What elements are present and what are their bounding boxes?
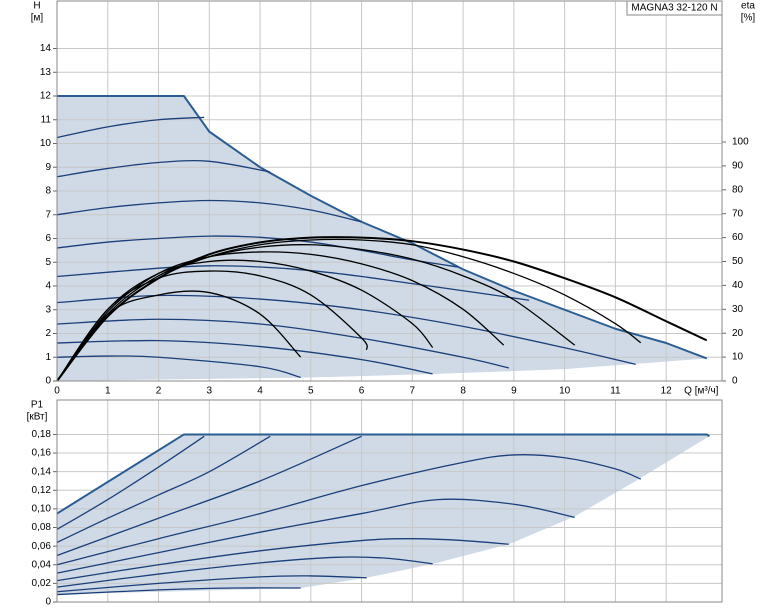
curve: [56, 435, 205, 530]
efficiency-curve: [56, 270, 368, 382]
curve: [56, 318, 509, 369]
x-tick-label: 5: [308, 386, 314, 397]
y-tick-label: 0,02: [32, 578, 52, 589]
y-tick-label: 0,18: [32, 429, 52, 440]
x-axis-label: Q [м³/ч]: [684, 386, 719, 397]
x-tick-label: 9: [511, 386, 517, 397]
y-tick-label: 14: [40, 43, 52, 54]
envelope-area: [57, 434, 710, 595]
curve: [56, 538, 509, 582]
x-tick-label: 12: [661, 386, 673, 397]
x-tick-label: 10: [559, 386, 571, 397]
chart-title: MAGNA3 32-120 N: [631, 3, 717, 14]
y2-tick-label: 20: [732, 328, 744, 339]
curve: [56, 339, 433, 375]
x-tick-label: 6: [359, 386, 365, 397]
y2-tick-label: 40: [732, 280, 744, 291]
curve: [56, 235, 459, 268]
y-tick-label: 5: [45, 257, 51, 268]
y-axis-label: H: [33, 1, 40, 12]
y-tick-label: 12: [40, 91, 52, 102]
y-tick-label: 2: [45, 328, 51, 339]
y2-tick-label: 60: [732, 232, 744, 243]
y2-tick-label: 70: [732, 208, 744, 219]
curve: [56, 160, 271, 178]
y-tick-label: 7: [45, 209, 51, 220]
y2-axis-label: eta: [741, 1, 755, 12]
x-tick-label: 1: [105, 386, 111, 397]
y-tick-label: 0,10: [32, 504, 52, 515]
y-tick-label: 4: [45, 281, 51, 292]
efficiency-curve: [56, 251, 505, 382]
y-axis-unit: [м]: [31, 13, 44, 24]
y-tick-label: 13: [40, 67, 52, 78]
x-tick-label: 8: [460, 386, 466, 397]
efficiency-curve: [56, 290, 302, 382]
y2-tick-label: 50: [732, 256, 744, 267]
y2-tick-label: 10: [732, 352, 744, 363]
y-tick-label: 3: [45, 304, 51, 315]
y-axis-label: P1: [31, 400, 44, 411]
curve: [56, 587, 301, 596]
y2-tick-label: 80: [732, 184, 744, 195]
y2-tick-label: 0: [732, 376, 738, 387]
y2-tick-label: 90: [732, 161, 744, 172]
curve: [56, 199, 362, 223]
y-tick-label: 1: [45, 352, 51, 363]
curve: [56, 355, 301, 379]
curve: [56, 498, 575, 574]
y-tick-label: 0,06: [32, 541, 52, 552]
curve: [56, 575, 367, 593]
plot-border: [56, 399, 723, 603]
curve: [56, 433, 710, 515]
x-tick-label: 3: [207, 386, 213, 397]
curve: [56, 556, 433, 588]
y-tick-label: 8: [45, 186, 51, 197]
y-tick-label: 0,04: [32, 559, 52, 570]
efficiency-curve: [56, 244, 576, 382]
y-tick-label: 11: [41, 114, 52, 125]
y-tick-label: 0: [45, 376, 51, 387]
y-tick-label: 0,16: [32, 448, 52, 459]
y-tick-label: 0,12: [32, 485, 52, 496]
y2-tick-label: 100: [732, 137, 749, 148]
curve: [57, 95, 708, 360]
x-tick-label: 0: [54, 386, 60, 397]
y-axis-unit: [кВт]: [27, 412, 48, 423]
y-tick-label: 0: [45, 597, 51, 608]
x-tick-label: 11: [610, 386, 621, 397]
y2-tick-label: 30: [732, 304, 744, 315]
efficiency-curve: [56, 238, 642, 382]
y2-axis-unit: [%]: [741, 13, 756, 24]
curve: [56, 454, 642, 566]
title-box: [626, 0, 723, 16]
curve: [56, 116, 205, 139]
y-tick-label: 6: [45, 233, 51, 244]
y-tick-label: 9: [45, 162, 51, 173]
x-tick-label: 4: [257, 386, 263, 397]
plot-border: [56, 0, 723, 382]
curve: [56, 435, 362, 557]
x-tick-label: 2: [156, 386, 162, 397]
y-tick-label: 10: [40, 138, 52, 149]
y-tick-label: 0,08: [32, 522, 52, 533]
curve: [56, 435, 271, 544]
x-tick-label: 7: [410, 386, 416, 397]
y-tick-label: 0,14: [32, 466, 52, 477]
